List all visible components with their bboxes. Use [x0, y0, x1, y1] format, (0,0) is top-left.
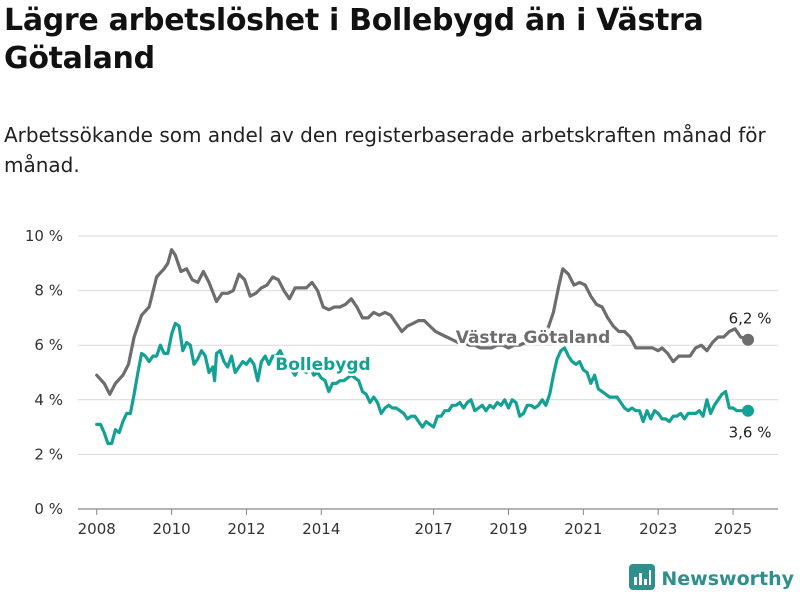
y-tick-label: 8 % [34, 282, 63, 300]
x-tick-label: 2010 [152, 520, 190, 538]
newsworthy-brand[interactable]: Newsworthy [629, 564, 794, 594]
x-tick-label: 2025 [714, 520, 752, 538]
x-tick-label: 2019 [489, 520, 527, 538]
series-labels: Västra Götaland Bollebygd 6,2 % 3,6 % [273, 310, 772, 442]
y-tick-label: 4 % [34, 391, 63, 409]
series-line-0 [95, 248, 750, 396]
x-tick-label: 2021 [564, 520, 602, 538]
brand-name: Newsworthy [661, 568, 794, 590]
y-tick-label: 6 % [34, 336, 63, 354]
gridlines [78, 235, 778, 510]
end-value-label-vastra-gotaland: 6,2 % [729, 310, 772, 328]
x-tick-label: 2023 [639, 520, 677, 538]
series-label-bollebygd: Bollebygd [275, 355, 370, 375]
end-value-label-bollebygd: 3,6 % [729, 424, 772, 442]
y-axis-ticks: 0 % 2 % 4 % 6 % 8 % 10 % [25, 227, 63, 518]
x-tick-label: 2014 [302, 520, 340, 538]
x-axis-ticks: 2008 2010 2012 2014 2017 2019 2021 2023 2025 [78, 509, 752, 538]
chart-subtitle: Arbetssökande som andel av den registerb… [4, 123, 766, 177]
series-end-point [742, 333, 755, 346]
y-tick-label: 0 % [34, 500, 63, 518]
y-tick-label: 10 % [25, 227, 63, 245]
x-tick-label: 2008 [78, 520, 116, 538]
chart-title: Lägre arbetslöshet i Bollebygd än i Väst… [4, 3, 704, 76]
x-tick-label: 2012 [227, 520, 265, 538]
y-tick-label: 2 % [34, 445, 63, 463]
bar-chart-logo-icon [629, 564, 656, 594]
series-end-point [742, 404, 755, 417]
series-lines [95, 248, 755, 446]
x-tick-label: 2017 [415, 520, 453, 538]
series-label-vastra-gotaland: Västra Götaland [456, 328, 611, 348]
series-line-1 [95, 321, 750, 446]
